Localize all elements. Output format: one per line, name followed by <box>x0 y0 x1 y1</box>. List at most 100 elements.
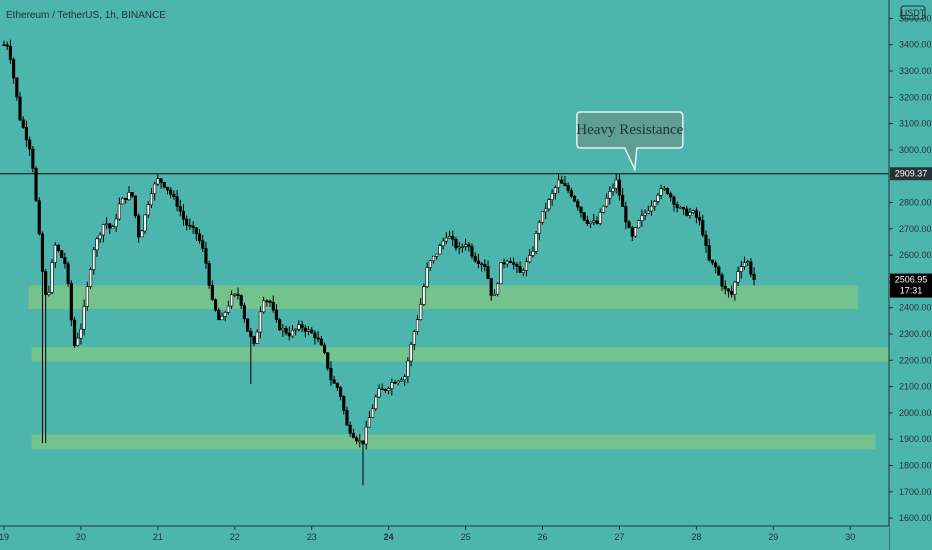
candle-down <box>380 388 384 391</box>
candle-up <box>364 426 368 445</box>
candle-down <box>335 383 339 388</box>
candle-down <box>15 77 19 98</box>
price-tick-label: 1700.00 <box>899 487 932 497</box>
candle-down <box>69 283 73 321</box>
candle-down <box>595 220 599 224</box>
time-tick-label: 21 <box>153 532 163 542</box>
candle-up <box>457 246 461 249</box>
candle-up <box>733 281 737 295</box>
candle-up <box>528 255 532 263</box>
candle-down <box>342 396 346 411</box>
candle-down <box>627 221 631 229</box>
candle-down <box>322 344 327 353</box>
candle-down <box>130 192 134 197</box>
candle-down <box>483 264 487 267</box>
candle-up <box>223 312 227 317</box>
candle-down <box>236 293 240 296</box>
time-axis-panel <box>0 526 889 550</box>
candle-down <box>271 302 275 311</box>
candle-down <box>12 59 16 79</box>
candle-down <box>621 194 625 207</box>
candle-up <box>605 197 609 207</box>
candle-up <box>678 207 682 209</box>
support-zones <box>28 285 889 450</box>
candle-up <box>637 220 641 229</box>
candle-up <box>643 212 647 216</box>
currency-badge[interactable]: USDT <box>900 5 926 20</box>
candle-down <box>685 208 689 216</box>
candle-up <box>371 408 375 418</box>
candle-down <box>249 330 253 337</box>
candle-down <box>617 179 622 196</box>
candle-up <box>444 237 448 242</box>
candle-down <box>332 379 336 384</box>
candle-up <box>101 224 105 236</box>
price-tick-label: 2200.00 <box>899 355 932 365</box>
price-tick-label: 1600.00 <box>899 513 932 523</box>
candle-down <box>34 168 38 201</box>
candle-down <box>723 285 727 290</box>
candle-up <box>540 211 545 223</box>
candle-up <box>390 382 394 389</box>
countdown-label: 17:31 <box>900 286 923 296</box>
candle-up <box>117 203 121 220</box>
candle-up <box>422 286 426 305</box>
candle-down <box>162 181 166 188</box>
candle-down <box>213 299 218 311</box>
support-zone-1 <box>28 285 858 310</box>
candle-up <box>419 304 423 320</box>
candle-up <box>92 249 96 270</box>
price-tick-label: 2600.00 <box>899 250 932 260</box>
candle-up <box>255 331 259 344</box>
candle-up <box>153 183 157 195</box>
candle-down <box>566 185 570 191</box>
candle-up <box>598 212 602 224</box>
candle-up <box>688 212 692 216</box>
candle-up <box>297 324 301 330</box>
candle-down <box>348 424 352 434</box>
time-tick-label: 19 <box>0 532 9 542</box>
candle-down <box>393 382 397 384</box>
candle-up <box>521 270 525 273</box>
candle-down <box>319 338 323 346</box>
candle-up <box>534 233 538 252</box>
candle-down <box>40 233 45 272</box>
candle-down <box>252 336 256 344</box>
candle-down <box>201 240 205 249</box>
candle-up <box>649 205 654 212</box>
candles <box>2 39 756 486</box>
candle-up <box>399 379 404 382</box>
candle-down <box>284 328 288 334</box>
candle-up <box>290 329 295 337</box>
candle-up <box>608 191 612 199</box>
candle-down <box>21 119 25 128</box>
candle-down <box>217 309 221 321</box>
candle-down <box>470 246 474 257</box>
candle-down <box>579 206 583 213</box>
candle-up <box>412 331 416 345</box>
candle-up <box>601 205 605 213</box>
time-tick-label: 22 <box>230 532 240 542</box>
candle-up <box>425 267 429 287</box>
price-tick-label: 3000.00 <box>899 145 932 155</box>
candle-down <box>726 288 731 292</box>
candle-up <box>656 194 660 202</box>
price-tick-label: 2700.00 <box>899 224 932 234</box>
candle-down <box>300 324 304 329</box>
candle-up <box>633 227 638 237</box>
callout-heavy-resistance[interactable]: Heavy Resistance <box>576 111 684 173</box>
candle-down <box>44 271 48 296</box>
candle-up <box>230 294 234 307</box>
candle-up <box>114 218 118 228</box>
candle-down <box>242 305 246 320</box>
candle-up <box>736 271 740 283</box>
candle-up <box>463 244 468 247</box>
candle-down <box>303 327 307 332</box>
candle-up <box>104 223 109 226</box>
candle-down <box>124 197 128 200</box>
candle-down <box>239 295 243 306</box>
candle-up <box>409 344 413 362</box>
time-axis[interactable]: 19 20 21 22 23 24 25 26 27 28 29 30 <box>0 526 855 542</box>
candle-up <box>431 255 436 262</box>
